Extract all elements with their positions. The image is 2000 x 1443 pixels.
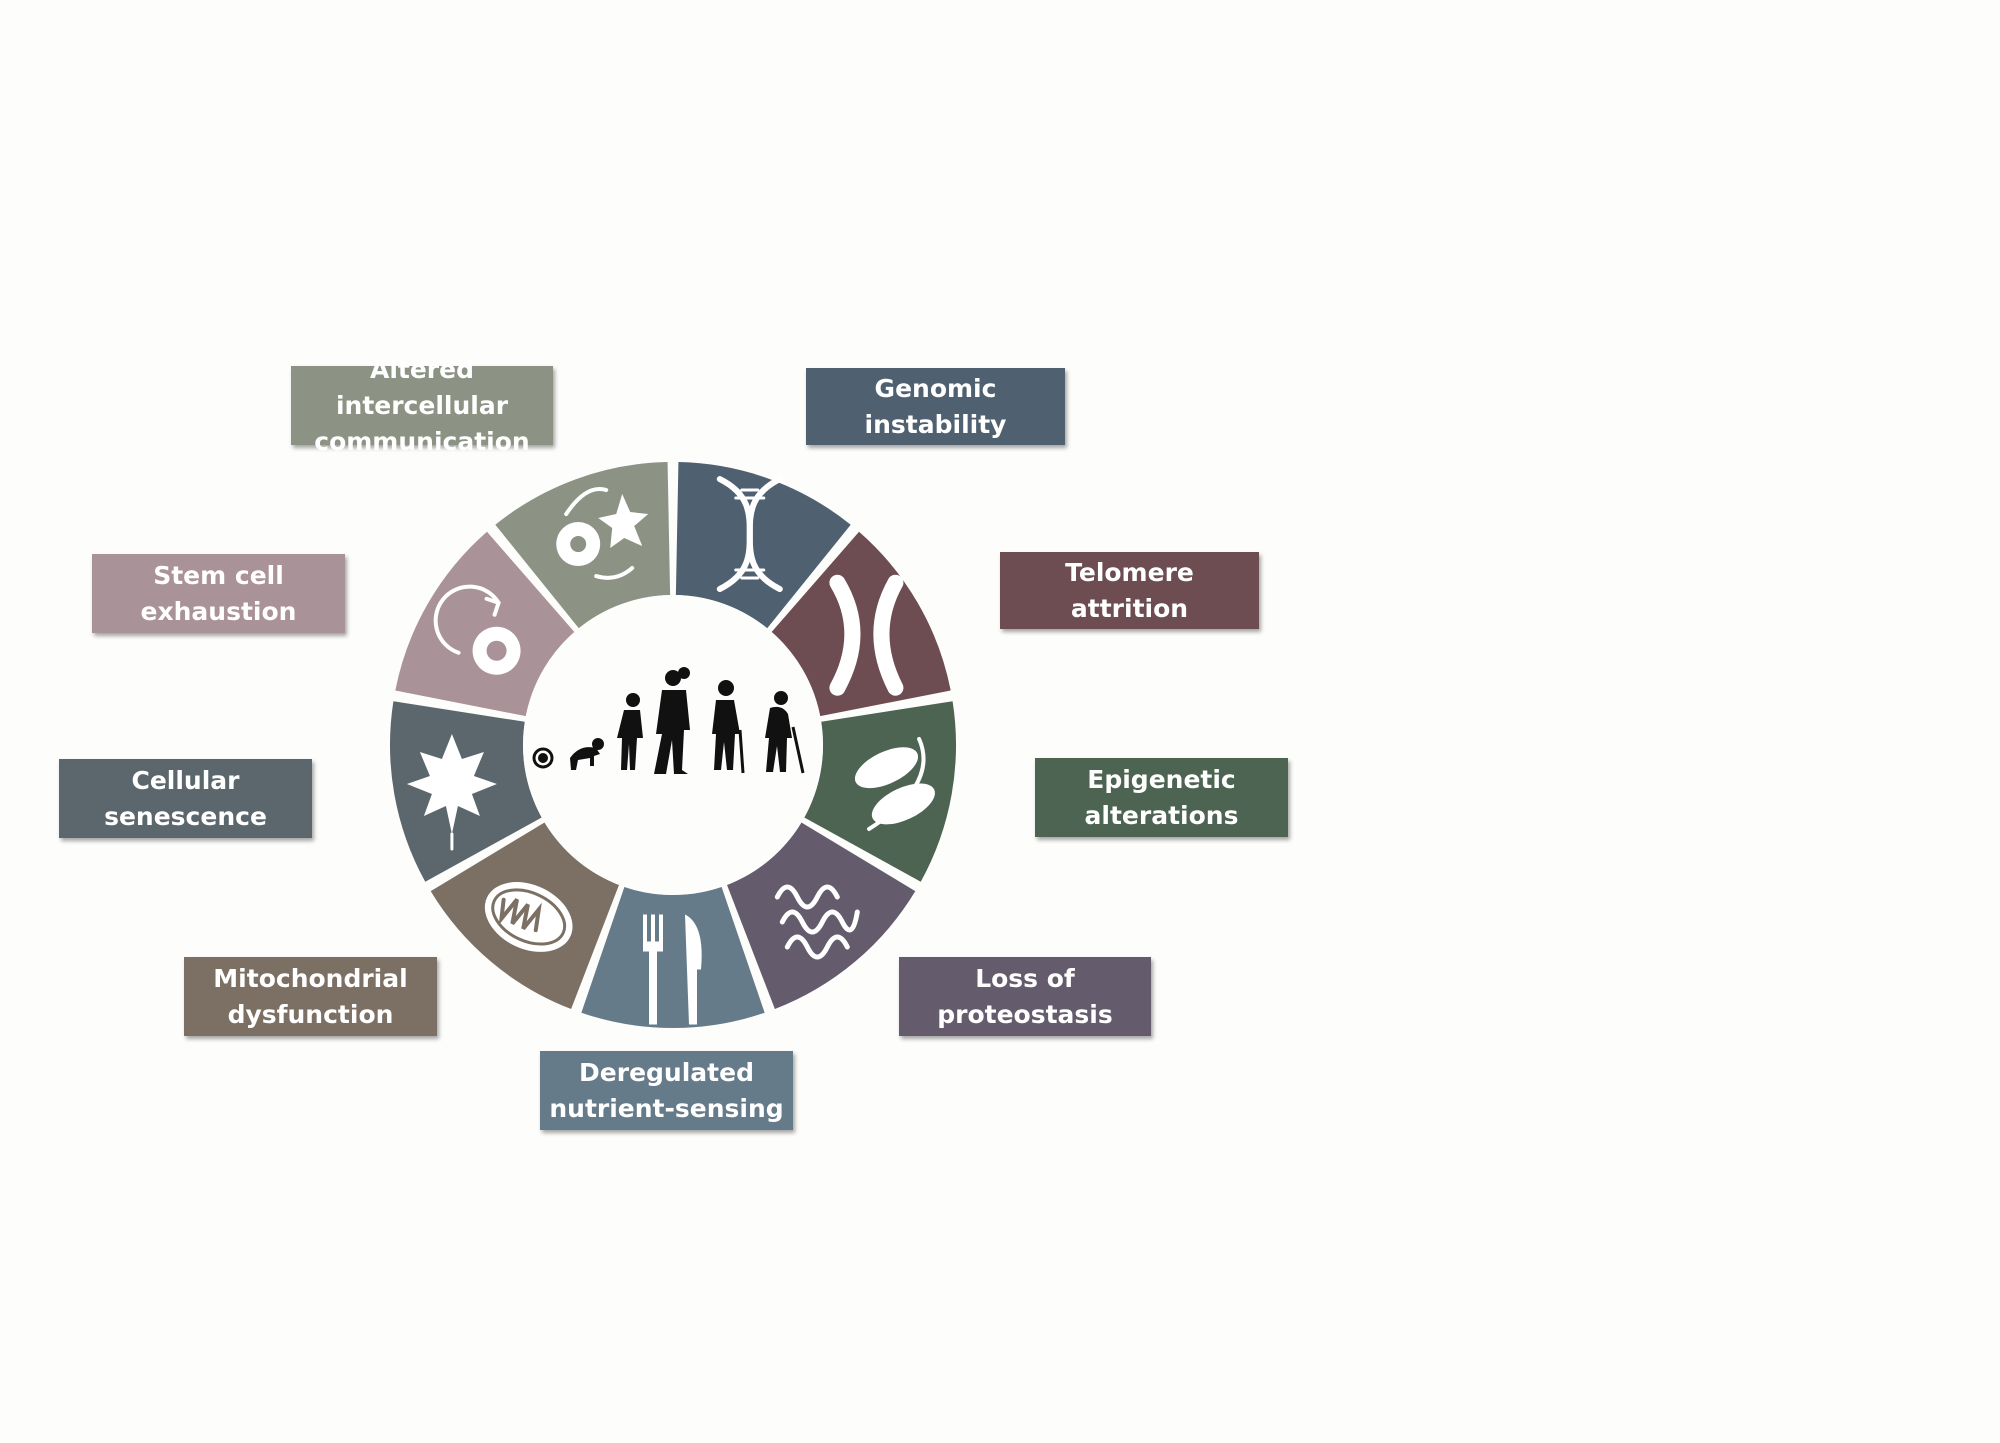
mitochondrion-icon bbox=[484, 882, 573, 952]
leaf-icon bbox=[406, 733, 497, 851]
label-telomere-attrition: Telomere attrition bbox=[1000, 552, 1259, 629]
segment-telomere bbox=[771, 531, 951, 717]
segment-nutrient bbox=[581, 886, 765, 1028]
protein-icon bbox=[774, 884, 860, 960]
label-altered-intercellular-communication: Altered intercellular communication bbox=[291, 355, 553, 456]
chromosome-icon bbox=[829, 574, 904, 696]
dna-icon bbox=[716, 476, 783, 593]
stem-cell-icon bbox=[433, 584, 521, 675]
segment-stemcell bbox=[395, 531, 575, 717]
label-cellular-senescence: Cellular senescence bbox=[59, 759, 312, 838]
segment-proteostasis bbox=[726, 822, 916, 1010]
label-epigenetic-alterations: Epigenetic alterations bbox=[1035, 758, 1288, 837]
label-mitochondrial-dysfunction: Mitochondrial dysfunction bbox=[184, 957, 437, 1036]
label-genomic-instability: Genomic instability bbox=[806, 368, 1065, 445]
segment-epigenetic bbox=[804, 701, 956, 882]
fork-knife-icon bbox=[643, 914, 702, 1025]
chromatin-icon bbox=[854, 736, 935, 831]
cell-communication-icon bbox=[556, 487, 649, 580]
label-deregulated-nutrient-sensing: Deregulated nutrient-sensing bbox=[540, 1051, 793, 1130]
label-loss-of-proteostasis: Loss of proteostasis bbox=[899, 957, 1151, 1036]
label-stem-cell-exhaustion: Stem cell exhaustion bbox=[92, 554, 345, 633]
human-life-stages-icon bbox=[532, 667, 805, 774]
